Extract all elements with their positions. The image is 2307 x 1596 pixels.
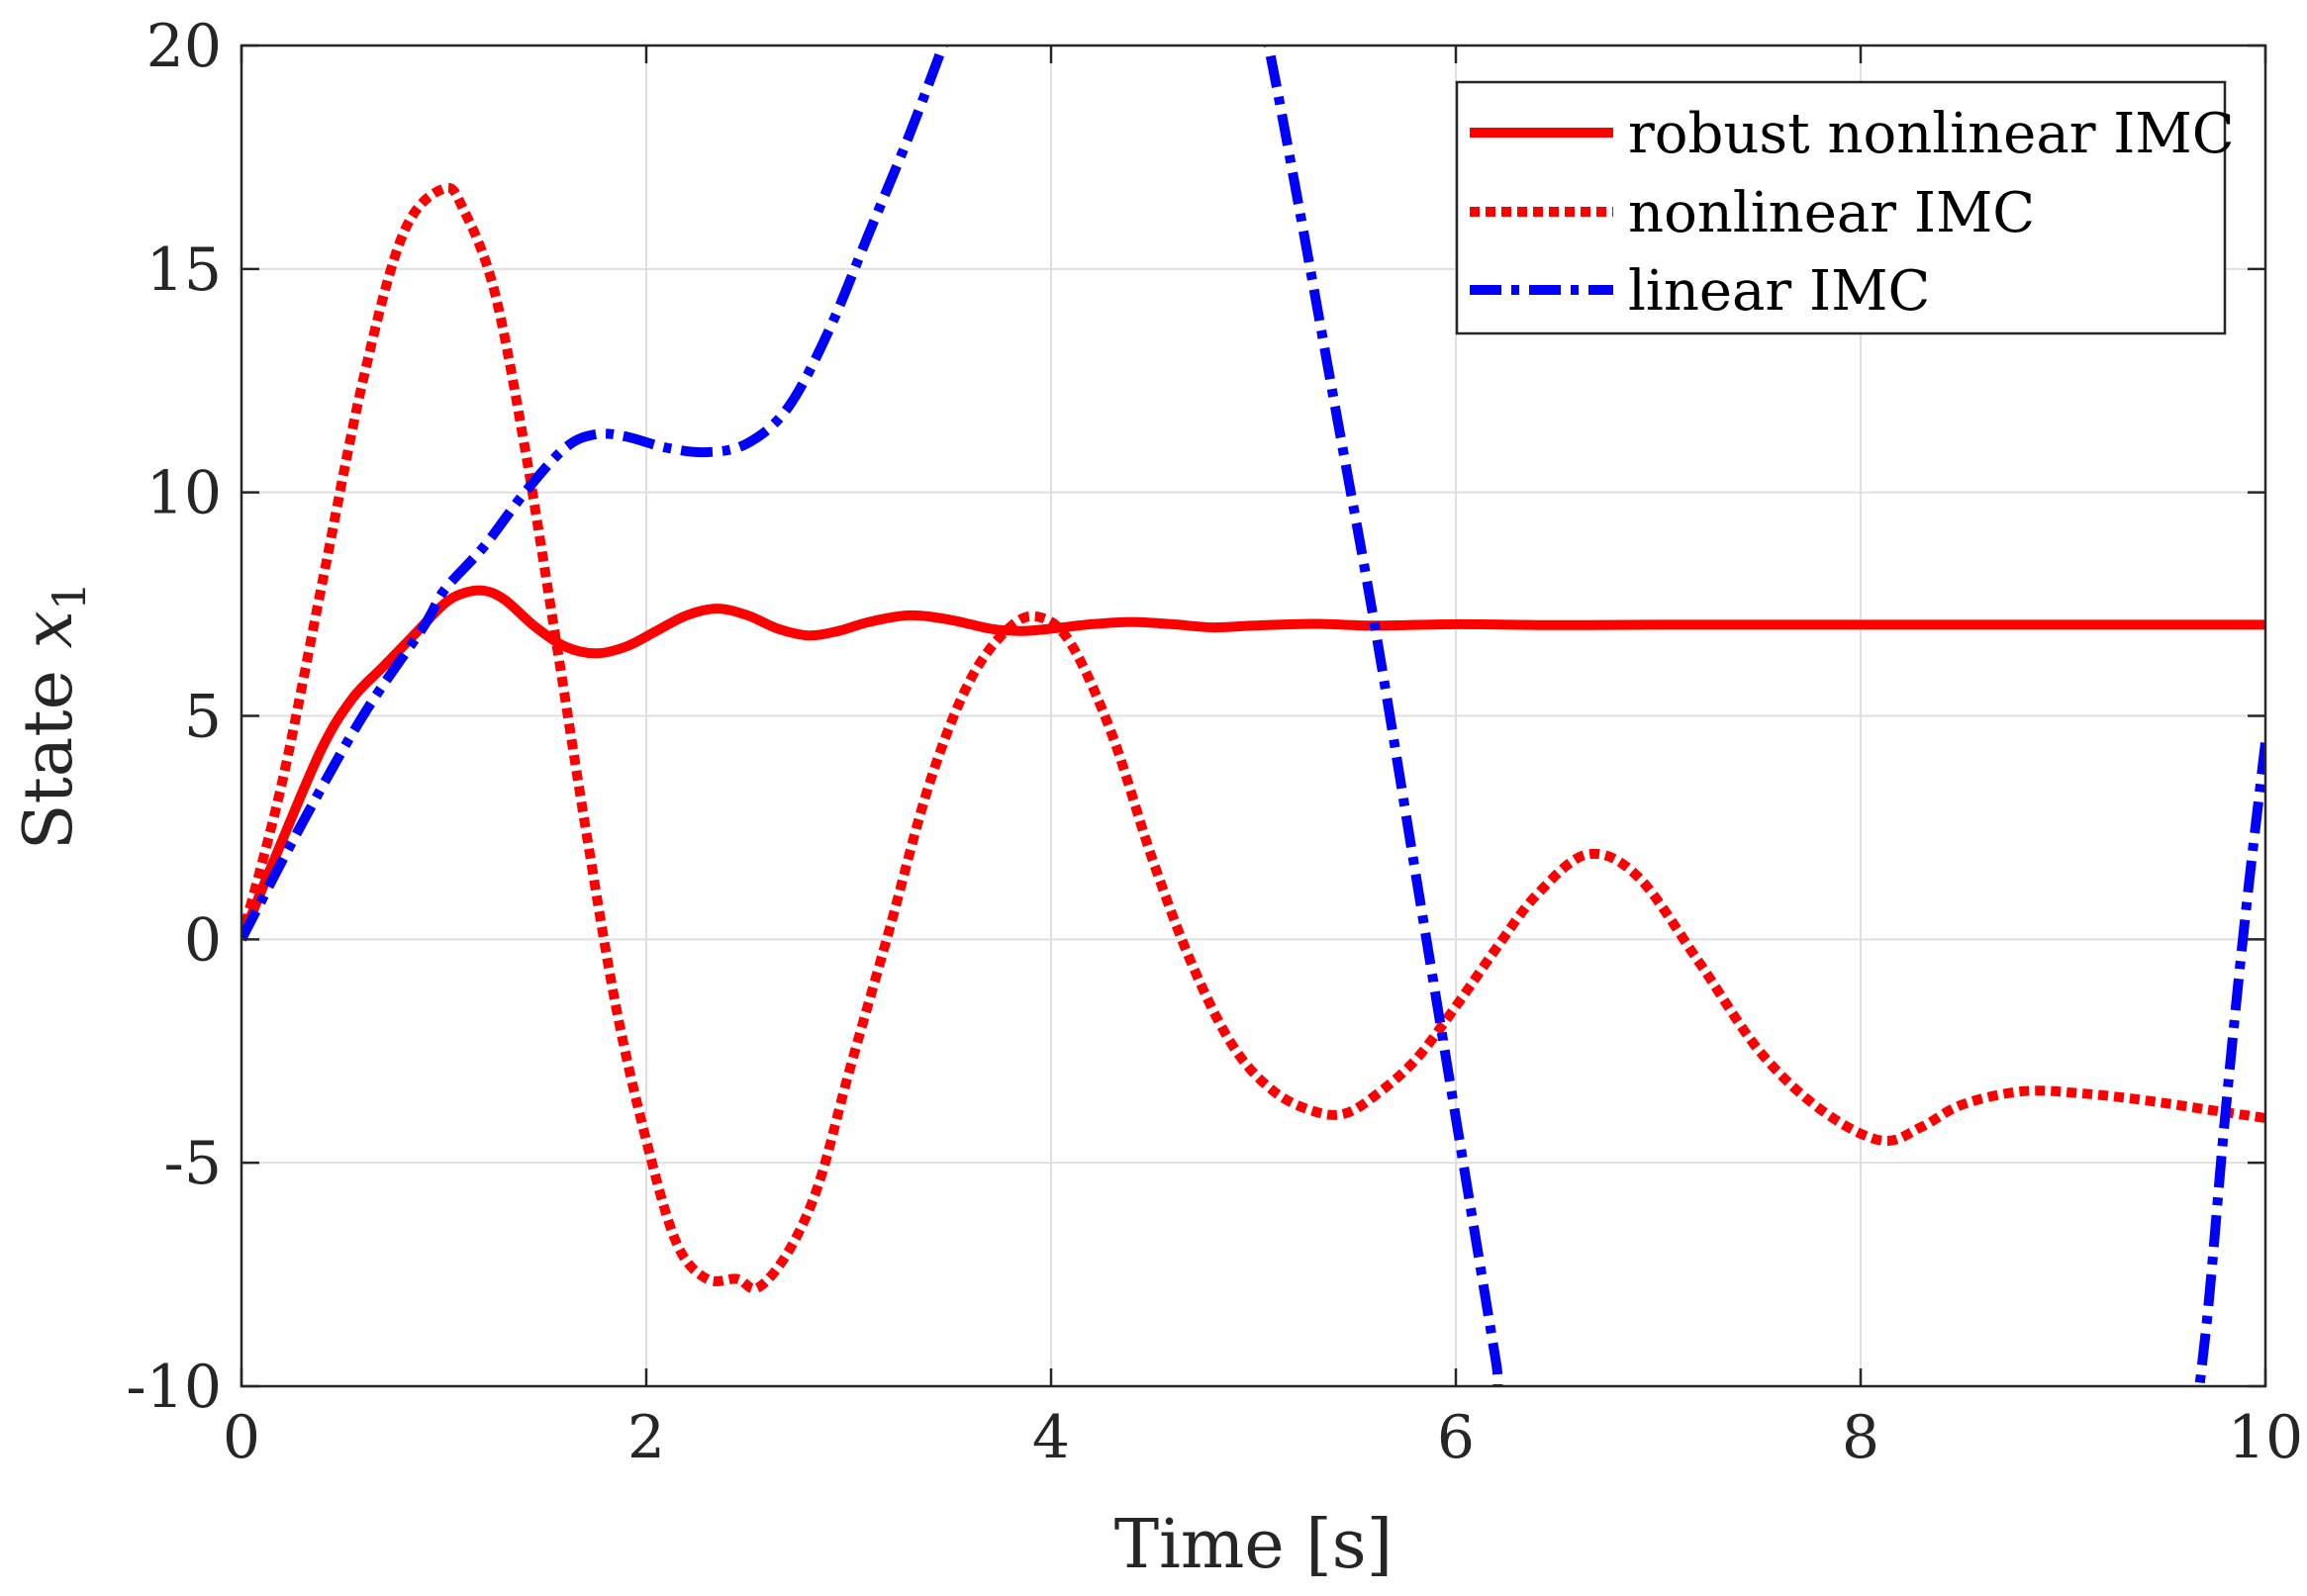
legend-label-robust-nonlinear-imc: robust nonlinear IMC: [1628, 102, 2235, 166]
legend-label-linear-imc: linear IMC: [1628, 259, 1930, 324]
x-tick-label: 4: [1032, 1403, 1070, 1472]
y-tick-label: 5: [184, 683, 222, 752]
y-tick-label: 0: [184, 905, 222, 975]
series-line-linear-imc: [241, 46, 2265, 1386]
series-line-nonlinear-imc: [241, 182, 2265, 1294]
legend-label-nonlinear-imc: nonlinear IMC: [1628, 181, 2035, 245]
y-axis-label-text: State: [10, 670, 88, 850]
x-tick-label: 10: [2228, 1403, 2303, 1472]
x-tick-label: 6: [1437, 1403, 1475, 1472]
series-line-robust-nonlinear-imc: [241, 585, 2265, 942]
y-tick-label: -10: [126, 1353, 222, 1422]
x-axis-label: Time [s]: [1114, 1506, 1393, 1584]
tick-labels: 0 2 4 6 8 10 -10 -5 0 5 10 15 20: [126, 12, 2303, 1472]
series-group: [241, 46, 2265, 1386]
x-tick-label: 8: [1842, 1403, 1879, 1472]
legend: robust nonlinear IMC nonlinear IMC linea…: [1455, 80, 2235, 335]
y-axis-label-subscript: 1: [43, 582, 96, 610]
y-tick-label: 20: [146, 12, 222, 81]
ticks: [240, 44, 2267, 1388]
x-tick-label: 0: [223, 1403, 260, 1472]
y-tick-label: 15: [146, 235, 222, 305]
y-axis-label: State x1: [10, 582, 96, 850]
y-axis-label-symbol: x: [10, 610, 88, 648]
x-tick-label: 2: [627, 1403, 665, 1472]
y-tick-label: 10: [146, 459, 222, 528]
y-tick-label: -5: [164, 1129, 222, 1198]
